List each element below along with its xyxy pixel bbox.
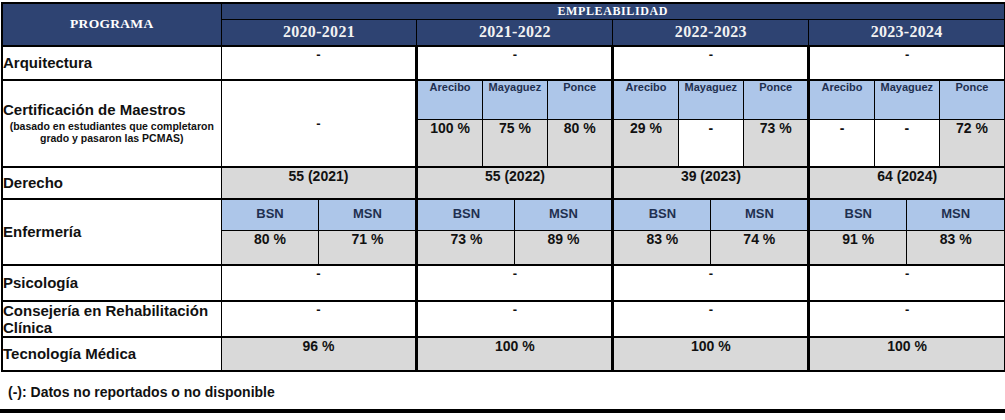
cell-tecnologia-2020-2021: 96 %: [221, 337, 417, 371]
year-header-2021-2022: 2021-2022: [417, 20, 613, 46]
program-column-header: PROGRAMA: [2, 3, 221, 46]
cell-certificacion-2022-2023-arecibo: 29 %: [613, 120, 678, 167]
cell-arquitectura-2020-2021: -: [221, 46, 417, 80]
track-header-bsn-2020: BSN: [221, 199, 319, 231]
cell-consejeria-2022-2023: -: [613, 301, 809, 338]
cell-consejeria-2023-2024: -: [809, 301, 1005, 338]
cell-tecnologia-2023-2024: 100 %: [809, 337, 1005, 371]
campus-header-mayaguez-2021: Mayaguez: [482, 80, 547, 120]
cell-derecho-2021-2022: 55 (2022): [417, 167, 613, 199]
cell-consejeria-2021-2022: -: [417, 301, 613, 338]
cell-enfermeria-2021-2022-bsn: 73 %: [417, 231, 515, 265]
cell-enfermeria-2020-2021-msn: 71 %: [319, 231, 417, 265]
row-label-psicologia: Psicología: [2, 265, 221, 301]
campus-header-arecibo-2023: Arecibo: [809, 80, 874, 120]
campus-header-ponce-2021: Ponce: [548, 80, 613, 120]
cell-certificacion-2023-2024-mayaguez: -: [874, 120, 939, 167]
year-header-2020-2021: 2020-2021: [221, 20, 417, 46]
cell-psicologia-2020-2021: -: [221, 265, 417, 301]
cell-enfermeria-2020-2021-bsn: 80 %: [221, 231, 319, 265]
track-header-bsn-2022: BSN: [613, 199, 711, 231]
cell-certificacion-2020-2021: -: [221, 80, 417, 167]
cell-certificacion-2023-2024-arecibo: -: [809, 120, 874, 167]
year-header-2022-2023: 2022-2023: [613, 20, 809, 46]
cell-psicologia-2022-2023: -: [613, 265, 809, 301]
row-label-consejeria: Consejería en Rehabilitación Clínica: [2, 301, 221, 338]
cell-enfermeria-2022-2023-bsn: 83 %: [613, 231, 711, 265]
cell-certificacion-2023-2024-ponce: 72 %: [939, 120, 1005, 167]
track-header-msn-2020: MSN: [319, 199, 417, 231]
certificacion-label: Certificación de Maestros: [3, 101, 221, 118]
cell-derecho-2020-2021: 55 (2021): [221, 167, 417, 199]
cell-psicologia-2021-2022: -: [417, 265, 613, 301]
cell-derecho-2023-2024: 64 (2024): [809, 167, 1005, 199]
cell-tecnologia-2021-2022: 100 %: [417, 337, 613, 371]
cell-certificacion-2021-2022-arecibo: 100 %: [417, 120, 482, 167]
track-header-msn-2022: MSN: [711, 199, 809, 231]
certificacion-sublabel: (basado en estudiantes que completaron g…: [3, 120, 221, 145]
employability-table: PROGRAMA EMPLEABILIDAD 2020-2021 2021-20…: [1, 2, 1005, 372]
campus-header-arecibo-2022: Arecibo: [613, 80, 678, 120]
cell-certificacion-2021-2022-mayaguez: 75 %: [482, 120, 547, 167]
cell-arquitectura-2023-2024: -: [809, 46, 1005, 80]
cell-certificacion-2021-2022-ponce: 80 %: [548, 120, 613, 167]
table-title: EMPLEABILIDAD: [221, 3, 1005, 20]
cell-enfermeria-2022-2023-msn: 74 %: [711, 231, 809, 265]
track-header-bsn-2021: BSN: [417, 199, 515, 231]
cell-enfermeria-2023-2024-msn: 83 %: [907, 231, 1005, 265]
cell-enfermeria-2023-2024-bsn: 91 %: [809, 231, 907, 265]
cell-psicologia-2023-2024: -: [809, 265, 1005, 301]
campus-header-mayaguez-2022: Mayaguez: [678, 80, 743, 120]
cell-arquitectura-2021-2022: -: [417, 46, 613, 80]
bottom-rule: [0, 409, 1005, 413]
cell-consejeria-2020-2021: -: [221, 301, 417, 338]
track-header-bsn-2023: BSN: [809, 199, 907, 231]
row-label-certificacion: Certificación de Maestros (basado en est…: [2, 80, 221, 167]
campus-header-mayaguez-2023: Mayaguez: [874, 80, 939, 120]
campus-header-arecibo-2021: Arecibo: [417, 80, 482, 120]
cell-arquitectura-2022-2023: -: [613, 46, 809, 80]
cell-enfermeria-2021-2022-msn: 89 %: [515, 231, 613, 265]
cell-certificacion-2022-2023-mayaguez: -: [678, 120, 743, 167]
cell-tecnologia-2022-2023: 100 %: [613, 337, 809, 371]
track-header-msn-2023: MSN: [907, 199, 1005, 231]
row-label-arquitectura: Arquitectura: [2, 46, 221, 80]
year-header-2023-2024: 2023-2024: [809, 20, 1005, 46]
row-label-derecho: Derecho: [2, 167, 221, 199]
row-label-enfermeria: Enfermería: [2, 199, 221, 265]
cell-derecho-2022-2023: 39 (2023): [613, 167, 809, 199]
row-label-tecnologia: Tecnología Médica: [2, 337, 221, 371]
track-header-msn-2021: MSN: [515, 199, 613, 231]
cell-certificacion-2022-2023-ponce: 73 %: [744, 120, 809, 167]
campus-header-ponce-2022: Ponce: [744, 80, 809, 120]
footnote: (-): Datos no reportados o no disponible: [8, 384, 1005, 400]
campus-header-ponce-2023: Ponce: [939, 80, 1005, 120]
